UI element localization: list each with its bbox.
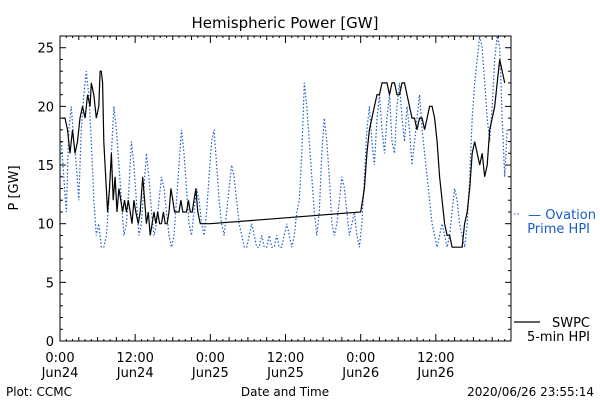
y-tick-label: 20 (37, 100, 54, 115)
x-tick-date-label: Jun25 (191, 366, 229, 381)
x-tick-time-label: 0:00 (346, 351, 375, 366)
series-line-swpc-hpi (61, 59, 506, 248)
x-tick-time-label: 12:00 (417, 351, 454, 366)
y-tick-label: 0 (46, 335, 54, 350)
x-tick-time-label: 12:00 (116, 351, 153, 366)
x-tick-time-label: 12:00 (267, 351, 304, 366)
chart-title: Hemispheric Power [GW] (192, 14, 379, 32)
y-tick-label: 25 (37, 42, 54, 57)
y-tick-label: 5 (46, 276, 54, 291)
series-layer (60, 35, 508, 248)
x-tick-time-label: 0:00 (45, 351, 74, 366)
x-tick-time-label: 0:00 (196, 351, 225, 366)
x-axis-label: Date and Time (241, 385, 329, 399)
series-line-ovation-prime-hpi (60, 35, 508, 248)
x-tick-date-label: Jun25 (266, 366, 304, 381)
legend-label-ovation: — Ovation (528, 208, 596, 223)
legend-label-ovation-line2: Prime HPI (527, 222, 590, 237)
legend-label-swpc: SWPC (552, 316, 590, 331)
plot-frame (59, 35, 512, 342)
plot-source-label: Plot: CCMC (6, 385, 72, 399)
legend-label-swpc-line2: 5-min HPI (527, 330, 590, 345)
x-tick-date-label: Jun26 (416, 366, 454, 381)
y-tick-label: 15 (37, 159, 54, 174)
x-tick-date-label: Jun24 (116, 366, 154, 381)
x-tick-date-label: Jun24 (41, 366, 79, 381)
y-axis-label: P [GW] (7, 165, 22, 210)
plot-timestamp: 2020/06/26 23:55:14 (467, 385, 594, 399)
axis-ticks: 05101520250:00Jun2412:00Jun240:00Jun2512… (37, 36, 511, 381)
y-tick-label: 10 (37, 218, 54, 233)
x-tick-date-label: Jun26 (341, 366, 379, 381)
